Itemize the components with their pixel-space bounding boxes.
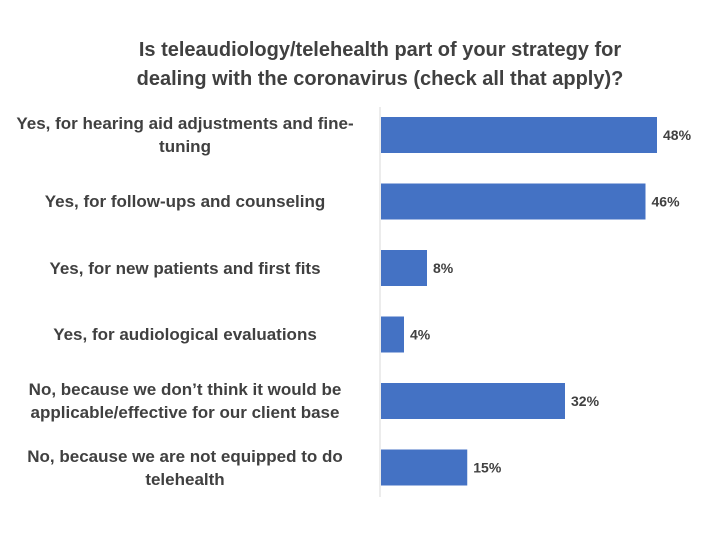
bar-5 bbox=[381, 449, 468, 486]
data-label-2: 8% bbox=[433, 260, 454, 276]
data-label-3: 4% bbox=[410, 327, 431, 343]
bar-2 bbox=[381, 250, 427, 286]
data-label-5: 15% bbox=[473, 460, 502, 476]
category-label-1: Yes, for follow-ups and counseling bbox=[44, 192, 326, 211]
category-label-2: Yes, for new patients and first fits bbox=[49, 258, 321, 278]
bar-1 bbox=[381, 183, 646, 220]
data-label-0: 48% bbox=[663, 127, 692, 143]
chart-title: Is teleaudiology/telehealth part of your… bbox=[136, 39, 624, 90]
bar-4 bbox=[381, 383, 565, 419]
bar-0 bbox=[381, 117, 657, 153]
category-label-5: No, because we are not equipped to do te… bbox=[27, 446, 343, 489]
category-label-4: No, because we don’t think it would be a… bbox=[28, 380, 342, 422]
category-label-0: Yes, for hearing aid adjustments and fin… bbox=[16, 114, 354, 156]
data-label-4: 32% bbox=[571, 393, 600, 409]
data-label-1: 46% bbox=[652, 194, 681, 210]
category-label-3: Yes, for audiological evaluations bbox=[53, 325, 317, 344]
bar-3 bbox=[381, 316, 404, 353]
